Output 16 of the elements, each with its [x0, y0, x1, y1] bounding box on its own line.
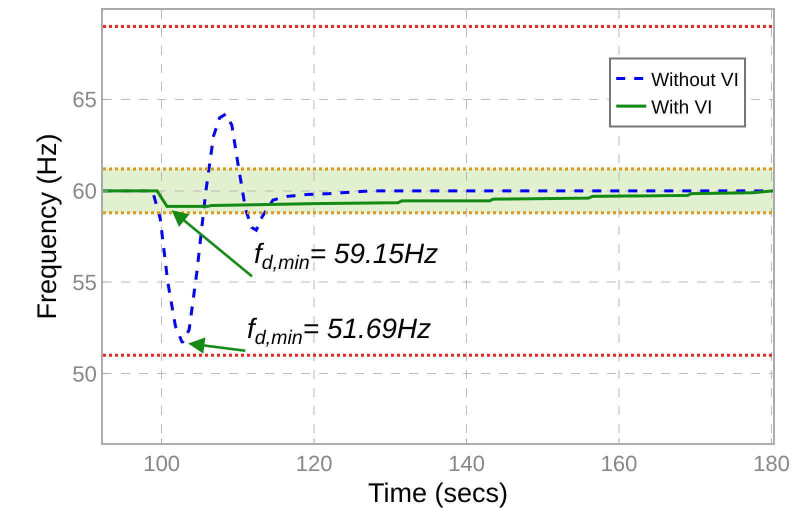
y-tick-label: 50	[72, 361, 97, 386]
x-axis-title: Time (secs)	[368, 478, 508, 508]
y-axis-title: Frequency (Hz)	[32, 133, 62, 320]
x-tick-label: 160	[600, 451, 638, 476]
legend-label: With VI	[651, 98, 712, 119]
x-tick-label: 100	[143, 451, 180, 476]
x-tick-label: 140	[448, 451, 485, 476]
x-tick-label: 120	[296, 451, 332, 476]
y-tick-label: 55	[72, 270, 97, 295]
y-tick-label: 65	[72, 87, 97, 112]
legend-label: Without VI	[651, 70, 739, 91]
line-series	[103, 189, 773, 208]
y-tick-label: 60	[72, 178, 97, 204]
x-tick-label: 180	[753, 451, 790, 476]
annotation: f$_{d,min}$= 59.15Hz	[254, 238, 438, 274]
annotation: f$_{d,min}$= 51.69Hz	[247, 313, 432, 349]
